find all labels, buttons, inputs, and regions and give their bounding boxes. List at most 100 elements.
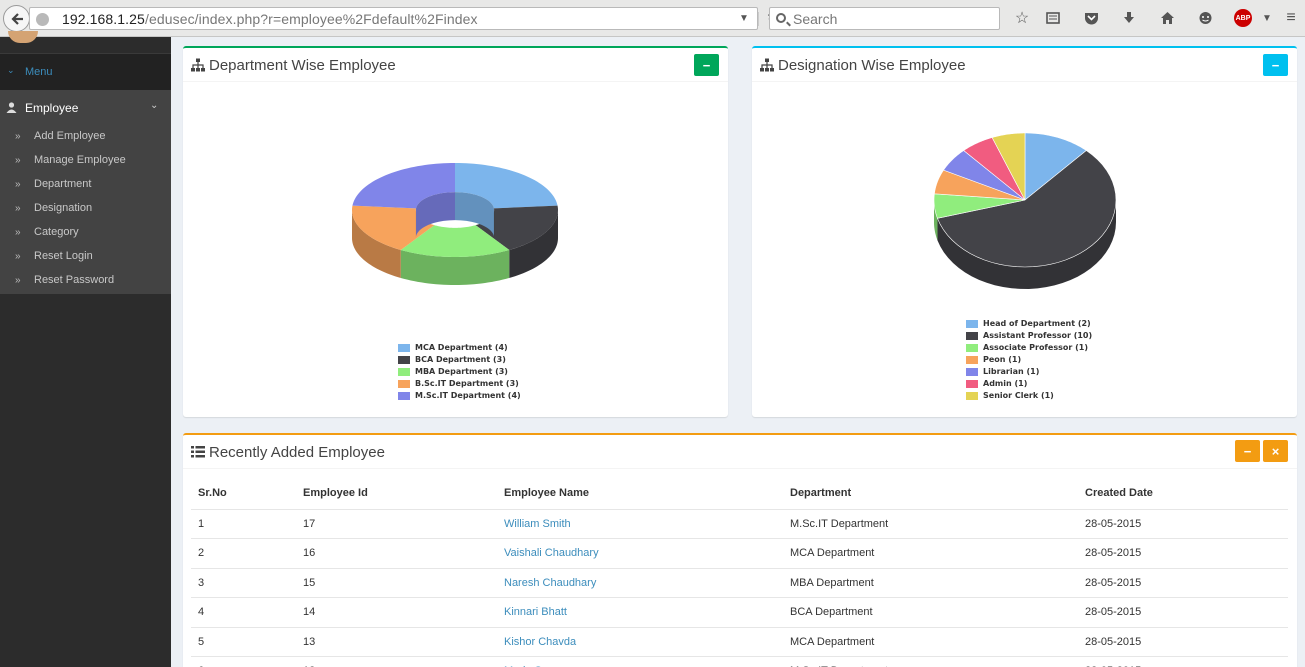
pie-slice[interactable] — [991, 132, 1026, 201]
pie-slice[interactable] — [943, 150, 1026, 201]
sidebar-item-manage-employee[interactable]: » Manage Employee — [0, 150, 171, 174]
pie-slice[interactable] — [1024, 132, 1087, 201]
box-title: Recently Added Employee — [209, 444, 385, 461]
legend-label: MBA Department (3) — [415, 367, 508, 376]
sidebar-item-label: Department — [34, 178, 92, 190]
sidebar-item-add-employee[interactable]: » Add Employee — [0, 126, 171, 150]
legend-item[interactable]: Assistant Professor (10) — [966, 330, 1092, 342]
pie-slice[interactable] — [352, 205, 435, 250]
collapse-button[interactable]: − — [1263, 54, 1288, 76]
cell-sr-no: 4 — [191, 597, 296, 628]
dropdown-arrow-icon[interactable]: ▼ — [1262, 12, 1272, 24]
url-dropdown-icon[interactable]: ▼ — [739, 13, 749, 24]
column-header: Employee Id — [296, 477, 497, 510]
legend-item[interactable]: Head of Department (2) — [966, 318, 1092, 330]
pie-slice[interactable] — [933, 193, 1026, 219]
cell-department: MBA Department — [783, 568, 1078, 598]
sidebar-item-label: Manage Employee — [34, 154, 126, 166]
bookmark-star-icon[interactable]: ☆ — [1014, 10, 1030, 27]
search-input[interactable]: Search — [769, 7, 1000, 30]
cell-created-date: 28-05-2015 — [1078, 597, 1288, 628]
search-placeholder: Search — [793, 11, 838, 27]
box-title: Designation Wise Employee — [778, 57, 966, 74]
sidebar-item-label: Designation — [34, 202, 93, 214]
legend-item[interactable]: Senior Clerk (1) — [966, 390, 1092, 402]
legend-item[interactable]: M.Sc.IT Department (4) — [398, 390, 521, 402]
avatar[interactable] — [8, 31, 38, 43]
legend-swatch — [966, 320, 978, 328]
cell-created-date: 28-05-2015 — [1078, 627, 1288, 657]
cell-employee-id: 13 — [296, 627, 497, 657]
pie-slice[interactable] — [934, 169, 1026, 201]
pie-slice[interactable] — [937, 150, 1117, 268]
chat-icon[interactable] — [1196, 9, 1214, 27]
pie-slice[interactable] — [475, 205, 558, 250]
sidebar-item-label: Reset Password — [34, 274, 115, 286]
back-button[interactable] — [3, 5, 30, 32]
legend-item[interactable]: Associate Professor (1) — [966, 342, 1092, 354]
sidebar-menu-header[interactable]: ⌄ Menu — [0, 54, 171, 90]
column-header: Employee Name — [497, 477, 783, 510]
legend-item[interactable]: BCA Department (3) — [398, 354, 521, 366]
sidebar-item-label: Employee — [25, 101, 79, 115]
pie-slice[interactable] — [963, 137, 1026, 201]
close-button[interactable]: × — [1263, 440, 1288, 462]
employee-name-link[interactable]: Vaishali Chaudhary — [504, 547, 599, 560]
pie-hole-wall — [455, 192, 494, 237]
legend-label: Librarian (1) — [983, 367, 1040, 376]
department-pie-chart — [352, 163, 558, 285]
table-row: 2 16 Vaishali Chaudhary MCA Department 28-05… — [191, 538, 1288, 569]
legend-item[interactable]: Librarian (1) — [966, 366, 1092, 378]
table-row: 5 13 Kishor Chavda MCA Department 28-05-2015 — [191, 627, 1288, 657]
table-row: 1 17 William Smith M.Sc.IT Department 28-05-… — [191, 509, 1288, 539]
legend-label: Admin (1) — [983, 379, 1028, 388]
sidebar-item-reset-login[interactable]: » Reset Login — [0, 246, 171, 270]
legend-item[interactable]: MBA Department (3) — [398, 366, 521, 378]
collapse-button[interactable]: − — [694, 54, 719, 76]
pocket-icon[interactable] — [1082, 9, 1100, 27]
legend-item[interactable]: Peon (1) — [966, 354, 1092, 366]
cell-department: MCA Department — [783, 538, 1078, 569]
url-bar[interactable]: 192.168.1.25/edusec/index.php?r=employee… — [29, 7, 779, 30]
employee-name-link[interactable]: Kinnari Bhatt — [504, 606, 567, 619]
cell-created-date: 28-05-2015 — [1078, 656, 1288, 667]
sidebar-item-employee[interactable]: Employee ⌄ — [0, 90, 171, 126]
employee-name-link[interactable]: Kishor Chavda — [504, 635, 577, 648]
home-icon[interactable] — [1158, 9, 1176, 27]
table-header-row: Sr.No Employee Id Employee Name Departme… — [191, 477, 1288, 510]
download-icon[interactable] — [1120, 9, 1138, 27]
cell-department: BCA Department — [783, 597, 1078, 628]
double-chevron-right-icon: » — [15, 203, 21, 214]
sidebar-item-department[interactable]: » Department — [0, 174, 171, 198]
legend-label: Associate Professor (1) — [983, 343, 1088, 352]
box-header: Recently Added Employee − × — [183, 435, 1297, 469]
legend-item[interactable]: MCA Department (4) — [398, 342, 521, 354]
employee-name-link[interactable]: Maria S — [504, 665, 542, 667]
legend-swatch — [398, 392, 410, 400]
sidebar-divider — [0, 53, 171, 54]
legend-item[interactable]: B.Sc.IT Department (3) — [398, 378, 521, 390]
sidebar-item-reset-password[interactable]: » Reset Password — [0, 270, 171, 294]
list-icon — [191, 446, 205, 458]
pie-slice[interactable] — [455, 163, 558, 209]
collapse-button[interactable]: − — [1235, 440, 1260, 462]
sidebar-item-category[interactable]: » Category — [0, 222, 171, 246]
user-icon — [6, 102, 17, 116]
employee-name-link[interactable]: Naresh Chaudhary — [504, 576, 597, 589]
legend-label: B.Sc.IT Department (3) — [415, 379, 519, 388]
legend-label: Head of Department (2) — [983, 319, 1091, 328]
url-separator — [758, 12, 759, 26]
hamburger-menu-icon[interactable]: ≡ — [1286, 9, 1296, 26]
cell-employee-name: Naresh Chaudhary — [497, 568, 783, 598]
sidebar-item-designation[interactable]: » Designation — [0, 198, 171, 222]
recent-employee-table: Sr.No Employee Id Employee Name Departme… — [191, 477, 1288, 667]
adblock-icon[interactable]: ABP — [1234, 9, 1252, 27]
pie-slice[interactable] — [400, 225, 510, 257]
legend-item[interactable]: Admin (1) — [966, 378, 1092, 390]
back-arrow-icon — [10, 12, 23, 25]
employee-name-link[interactable]: William Smith — [504, 517, 571, 530]
pie-slice[interactable] — [352, 163, 455, 209]
reading-list-icon[interactable] — [1044, 9, 1062, 27]
sidebar-item-label: Category — [34, 226, 79, 238]
